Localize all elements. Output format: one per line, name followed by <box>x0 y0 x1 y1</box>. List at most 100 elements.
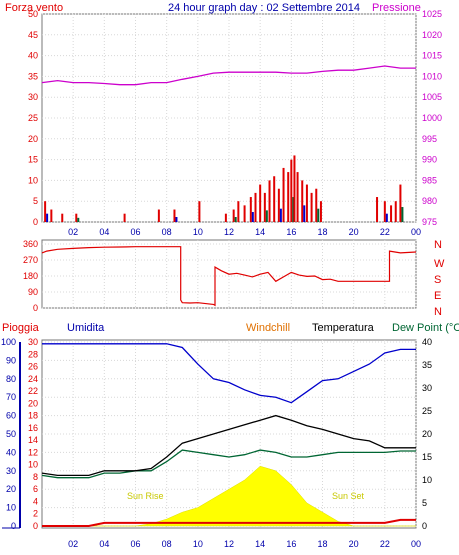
wind-avg-bar <box>317 208 320 222</box>
wind-bar <box>273 176 276 222</box>
temp-tick-label: 25 <box>422 406 432 416</box>
rain-tick-label: 18 <box>28 411 38 421</box>
wind-bar <box>50 209 53 222</box>
x-tick-label-top: 14 <box>255 227 265 237</box>
pressure-tick-label: 975 <box>422 217 437 227</box>
humidity-tick-label: 100 <box>1 337 16 347</box>
x-tick-label-top: 08 <box>162 227 172 237</box>
legend-dew-point: Dew Point (°C <box>392 322 459 334</box>
humidity-tick-label: 60 <box>6 411 16 421</box>
wind-bar <box>61 213 64 222</box>
wind-bar <box>268 180 271 222</box>
wind-tick-label: 40 <box>28 51 38 61</box>
wind-bar <box>232 209 235 222</box>
wind-bar <box>157 209 160 222</box>
sun-set-label: Sun Set <box>332 491 365 501</box>
wind-tick-label: 0 <box>33 217 38 227</box>
rain-tick-label: 26 <box>28 362 38 372</box>
wind-tick-label: 35 <box>28 71 38 81</box>
wind-bar <box>305 184 308 222</box>
x-tick-label-bottom: 14 <box>255 539 265 549</box>
rain-tick-label: 2 <box>33 509 38 519</box>
wind-bar <box>254 192 257 222</box>
humidity-tick-label: 30 <box>6 466 16 476</box>
direction-tick-label: 270 <box>23 255 38 265</box>
x-tick-label-top: 04 <box>99 227 109 237</box>
x-tick-label-bottom: 22 <box>380 539 390 549</box>
rain-tick-label: 8 <box>33 472 38 482</box>
header-right-label: Pressione <box>372 2 421 14</box>
x-tick-label-top: 12 <box>224 227 234 237</box>
wind-avg-bar <box>251 212 254 222</box>
x-tick-label-bottom: 10 <box>193 539 203 549</box>
x-tick-label-top: 20 <box>349 227 359 237</box>
x-tick-label-top: 00 <box>411 227 421 237</box>
wind-tick-label: 5 <box>33 196 38 206</box>
x-tick-label-bottom: 04 <box>99 539 109 549</box>
direction-tick-label: 360 <box>23 239 38 249</box>
wind-avg-bar <box>303 205 306 222</box>
wind-bar <box>287 172 290 222</box>
pressure-tick-label: 1000 <box>422 113 442 123</box>
rain-tick-label: 20 <box>28 398 38 408</box>
dew-point-line <box>41 449 416 479</box>
wind-bar <box>75 213 78 222</box>
humidity-line <box>42 343 416 404</box>
humidity-tick-label: 90 <box>6 355 16 365</box>
wind-bar <box>44 201 47 222</box>
wind-bar <box>310 192 313 222</box>
wind-bar <box>277 188 280 222</box>
wind-bar <box>383 201 386 222</box>
wind-bar <box>123 213 126 222</box>
wind-bar <box>394 201 397 222</box>
wind-avg-bar <box>385 213 388 222</box>
humidity-tick-label: 80 <box>6 374 16 384</box>
compass-label: N <box>434 306 442 318</box>
wind-bar <box>224 213 227 222</box>
wind-avg-bar <box>77 217 80 222</box>
pressure-tick-label: 990 <box>422 155 437 165</box>
x-tick-label-top: 16 <box>286 227 296 237</box>
temp-tick-label: 5 <box>422 498 427 508</box>
wind-bar <box>390 205 393 222</box>
humidity-tick-label: 70 <box>6 392 16 402</box>
humidity-tick-label: 50 <box>6 429 16 439</box>
compass-label: E <box>434 290 441 302</box>
axis-labels: 0510152025303540455097598098599099510001… <box>1 9 445 549</box>
rain-tick-label: 16 <box>28 423 38 433</box>
rain-tick-label: 12 <box>28 447 38 457</box>
panel-humidity-temperature <box>41 343 416 527</box>
rain-line <box>42 518 416 527</box>
rain-tick-label: 6 <box>33 484 38 494</box>
rain-tick-label: 28 <box>28 349 38 359</box>
rain-tick-label: 24 <box>28 374 38 384</box>
humidity-tick-label: 20 <box>6 484 16 494</box>
pressure-tick-label: 995 <box>422 134 437 144</box>
wind-avg-bar <box>279 208 282 222</box>
panel-wind-grid <box>42 13 417 223</box>
x-tick-label-top: 22 <box>380 227 390 237</box>
wind-bar <box>263 192 266 222</box>
wind-bar <box>259 184 262 222</box>
wind-bar <box>290 159 293 222</box>
humidity-tick-label: 10 <box>6 503 16 513</box>
wind-avg-bar <box>46 213 49 222</box>
x-tick-label-top: 10 <box>193 227 203 237</box>
pressure-tick-label: 1015 <box>422 51 442 61</box>
legend-temperatura: Temperatura <box>312 322 375 334</box>
wind-tick-label: 25 <box>28 113 38 123</box>
pressure-tick-label: 985 <box>422 175 437 185</box>
wind-avg-bar <box>265 210 268 222</box>
x-tick-label-top: 18 <box>317 227 327 237</box>
temp-tick-label: 10 <box>422 475 432 485</box>
compass-label: N <box>434 239 442 251</box>
rain-tick-label: 0 <box>33 521 38 531</box>
x-tick-label-bottom: 00 <box>411 539 421 549</box>
wind-bar <box>315 188 318 222</box>
rain-tick-label: 4 <box>33 496 38 506</box>
x-tick-label-bottom: 20 <box>349 539 359 549</box>
wind-tick-label: 20 <box>28 134 38 144</box>
rain-tick-label: 10 <box>28 460 38 470</box>
